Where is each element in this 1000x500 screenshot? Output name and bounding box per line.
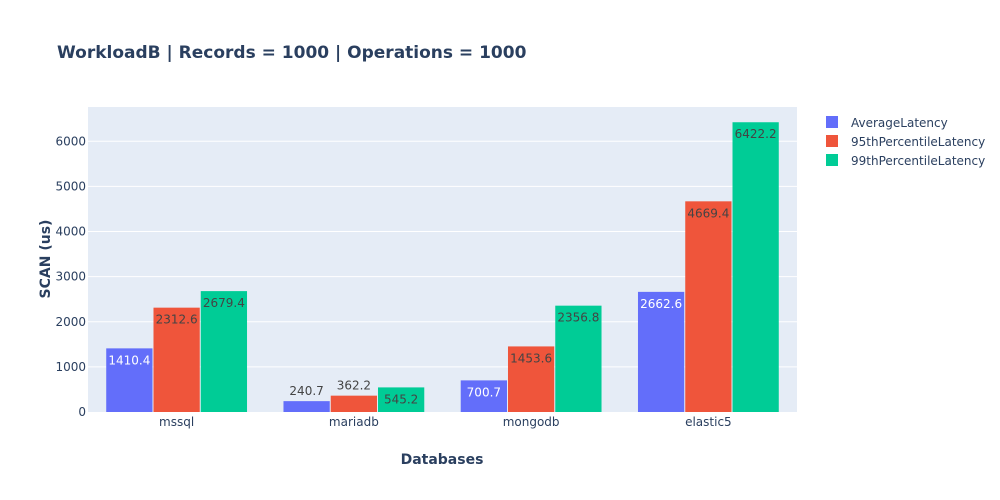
bar-labels: 1410.4 240.7 700.7 2662.6 2312.6 362.2 1453.6 4… [108, 127, 776, 406]
legend-label: AverageLatency [851, 116, 948, 130]
bar-value-label: 700.7 [467, 385, 501, 399]
bar [200, 291, 248, 412]
legend-swatch [826, 154, 838, 166]
y-tick-label: 3000 [55, 270, 86, 284]
bar [153, 307, 200, 412]
y-tick-label: 4000 [55, 225, 86, 239]
bar-value-label: 4669.4 [687, 206, 729, 220]
legend-swatch [826, 135, 838, 147]
bar-value-label: 240.7 [289, 384, 323, 398]
bar [330, 395, 378, 412]
bar [460, 380, 507, 412]
chart-title: WorkloadB | Records = 1000 | Operations … [57, 43, 527, 63]
legend-item[interactable]: AverageLatency [826, 116, 948, 130]
x-tick-label: mongodb [503, 415, 560, 429]
bar [378, 387, 425, 412]
y-tick-label: 6000 [55, 134, 86, 148]
legend[interactable]: AverageLatency 95thPercentileLatency 99thP… [826, 116, 985, 168]
x-tick-label: mariadb [329, 415, 379, 429]
legend-item[interactable]: 99thPercentileLatency [826, 154, 985, 168]
bar [685, 201, 732, 412]
bar-value-label: 2356.8 [557, 311, 599, 325]
bar-value-label: 2312.6 [156, 313, 198, 327]
y-axis-title: SCAN (us) [38, 220, 54, 299]
y-tick-label: 2000 [55, 315, 86, 329]
legend-swatch [826, 116, 838, 128]
bar-value-label: 1453.6 [510, 351, 552, 365]
y-tick-label: 5000 [55, 179, 86, 193]
bar-value-label: 362.2 [337, 379, 371, 393]
y-tick-label: 1000 [55, 360, 86, 374]
bar-value-label: 545.2 [384, 392, 418, 406]
bar-value-label: 2662.6 [640, 297, 682, 311]
legend-label: 95thPercentileLatency [851, 135, 985, 149]
x-tick-label: elastic5 [685, 415, 732, 429]
y-tick-label: 0 [78, 405, 86, 419]
bar [732, 122, 779, 413]
bar-value-label: 1410.4 [108, 353, 150, 367]
legend-label: 99thPercentileLatency [851, 154, 985, 168]
axes: 0 1000 2000 3000 4000 5000 6000 mssql mariadb mon… [55, 134, 731, 429]
legend-item[interactable]: 95thPercentileLatency [826, 135, 985, 149]
bar-value-label: 6422.2 [735, 127, 777, 141]
bar [637, 291, 685, 412]
x-tick-label: mssql [159, 415, 194, 429]
x-axis-title: Databases [401, 452, 484, 468]
bar [507, 346, 555, 412]
bar [555, 305, 602, 412]
bar-value-label: 2679.4 [203, 296, 245, 310]
bar [106, 348, 153, 412]
bar [283, 401, 330, 412]
bars [106, 122, 779, 413]
